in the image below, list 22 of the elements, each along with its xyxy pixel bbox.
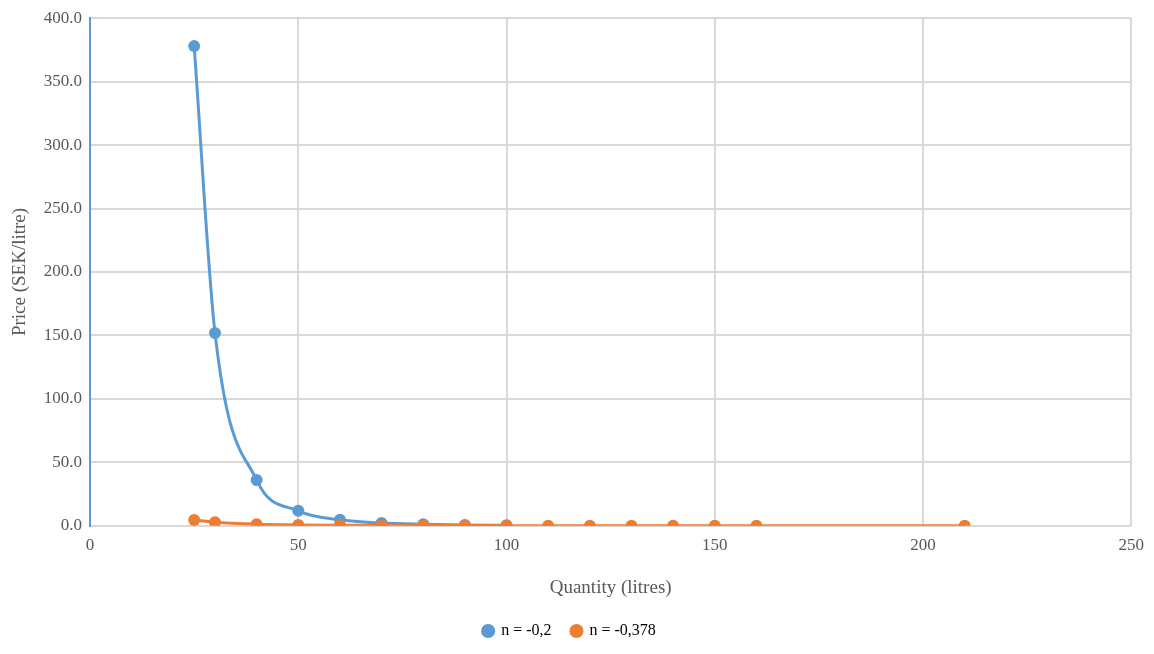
y-tick-label: 350.0 (43, 71, 83, 91)
y-tick-label: 50.0 (52, 451, 83, 471)
legend-label: n = -0,2 (501, 621, 552, 639)
y-tick-label: 150.0 (43, 324, 83, 344)
point (208, 326, 221, 339)
x-tick-label: 50 (289, 535, 307, 555)
y-axis-title: Price (SEK/litre) (8, 207, 31, 337)
point (208, 516, 221, 526)
y-tick-label: 400.0 (43, 7, 83, 27)
y-tick-label: 100.0 (43, 388, 83, 408)
x-tick-label: 200 (910, 535, 936, 555)
x-tick-label: 0 (85, 535, 95, 555)
y-tick-label: 200.0 (43, 261, 83, 281)
x-tick-label: 250 (1118, 535, 1144, 555)
x-tick-label: 100 (493, 535, 520, 555)
y-tick-label: 250.0 (43, 198, 83, 218)
legend-label: n = -0,378 (589, 621, 656, 639)
point (188, 40, 201, 53)
y-tick-label: 300.0 (43, 134, 83, 154)
x-tick-label: 150 (702, 535, 728, 555)
y-tick-label: 0.0 (60, 515, 83, 535)
x-axis-title: Quantity (litres) (549, 575, 672, 598)
